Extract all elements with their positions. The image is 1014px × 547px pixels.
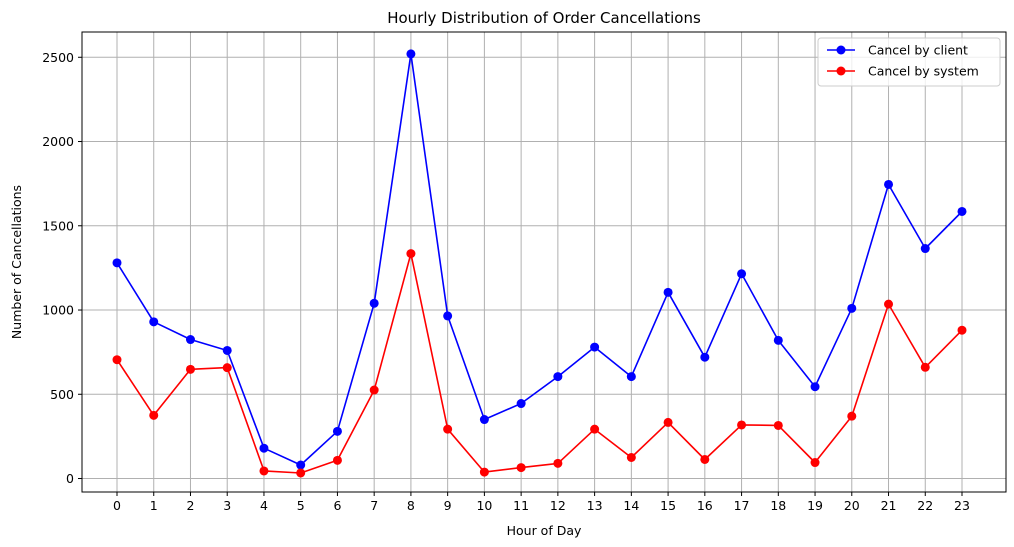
data-point: [185, 364, 195, 374]
y-axis-ticks: 0 500 1000 1500 2000 2500: [42, 50, 82, 486]
data-point: [663, 287, 673, 297]
data-point: [626, 372, 636, 382]
legend-item-1: Cancel by client: [827, 43, 968, 58]
series-1: [112, 49, 967, 470]
x-tick-label: 0: [113, 498, 121, 513]
x-tick-label: 20: [844, 498, 860, 513]
x-tick-label: 22: [917, 498, 933, 513]
data-point: [296, 468, 306, 478]
data-point: [553, 372, 563, 382]
legend-label: Cancel by system: [868, 64, 979, 79]
data-point: [332, 426, 342, 436]
data-point: [810, 458, 820, 468]
y-tick-label: 500: [50, 387, 74, 402]
data-point: [847, 411, 857, 421]
y-tick-label: 1000: [42, 303, 74, 318]
data-point: [406, 249, 416, 259]
data-point: [773, 335, 783, 345]
x-tick-label: 3: [223, 498, 231, 513]
data-point: [773, 420, 783, 430]
data-point: [406, 49, 416, 59]
x-tick-label: 7: [370, 498, 378, 513]
x-tick-label: 2: [187, 498, 195, 513]
legend-box: [817, 37, 1001, 87]
data-point: [737, 269, 747, 279]
plot-frame: [81, 31, 1007, 493]
x-tick-label: 17: [734, 498, 750, 513]
x-tick-label: 4: [260, 498, 268, 513]
data-point: [737, 420, 747, 430]
series-2: [112, 249, 967, 478]
data-point: [369, 298, 379, 308]
y-tick-label: 0: [66, 471, 74, 486]
data-point: [700, 454, 710, 464]
data-point: [479, 415, 489, 425]
chart-title: Hourly Distribution of Order Cancellatio…: [387, 9, 701, 27]
data-point: [112, 355, 122, 365]
data-point: [222, 363, 232, 373]
x-tick-label: 5: [297, 498, 305, 513]
data-point: [957, 206, 967, 216]
data-point: [884, 179, 894, 189]
x-tick-label: 11: [513, 498, 529, 513]
y-tick-label: 2000: [42, 134, 74, 149]
data-point: [553, 458, 563, 468]
data-point: [810, 382, 820, 392]
x-tick-label: 1: [150, 498, 158, 513]
data-point: [516, 463, 526, 473]
x-axis-ticks: 0 1 2 3 4 5 6 7 8 9 10 11 12 13 14 15 16 17 18 19 20 21 22 23: [113, 492, 970, 513]
data-point: [516, 399, 526, 409]
data-point: [112, 258, 122, 268]
data-point: [222, 345, 232, 355]
x-tick-label: 23: [954, 498, 970, 513]
x-tick-label: 18: [770, 498, 786, 513]
data-point: [479, 467, 489, 477]
data-point: [884, 299, 894, 309]
data-point: [847, 303, 857, 313]
x-tick-label: 12: [550, 498, 566, 513]
x-tick-label: 6: [333, 498, 341, 513]
data-point: [259, 466, 269, 476]
series-layer: [112, 49, 967, 478]
x-tick-label: 19: [807, 498, 823, 513]
x-tick-label: 14: [623, 498, 639, 513]
data-point: [700, 352, 710, 362]
data-point: [149, 317, 159, 327]
x-tick-label: 13: [587, 498, 603, 513]
data-point: [259, 443, 269, 453]
y-axis-label: Number of Cancellations: [9, 185, 24, 339]
data-point: [332, 455, 342, 465]
data-point: [185, 335, 195, 345]
data-point: [590, 424, 600, 434]
data-point: [369, 385, 379, 395]
data-point: [920, 362, 930, 372]
data-point: [920, 244, 930, 254]
x-tick-label: 16: [697, 498, 713, 513]
data-point: [626, 452, 636, 462]
x-tick-label: 9: [444, 498, 452, 513]
y-tick-label: 2500: [42, 50, 74, 65]
legend-marker: [836, 45, 846, 55]
legend-label: Cancel by client: [868, 43, 968, 58]
data-point: [663, 417, 673, 427]
data-point: [443, 311, 453, 321]
data-point: [443, 424, 453, 434]
data-point: [149, 410, 159, 420]
legend-marker: [836, 66, 846, 76]
data-point: [590, 342, 600, 352]
x-tick-label: 15: [660, 498, 676, 513]
legend-item-2: Cancel by system: [827, 64, 979, 79]
x-tick-label: 8: [407, 498, 415, 513]
x-tick-label: 21: [881, 498, 897, 513]
x-axis-label: Hour of Day: [507, 523, 582, 538]
x-tick-label: 10: [476, 498, 492, 513]
series-line: [116, 252, 963, 474]
y-tick-label: 1500: [42, 218, 74, 233]
data-point: [957, 325, 967, 335]
legend: Cancel by client Cancel by system: [817, 37, 1001, 87]
series-line: [116, 53, 963, 466]
data-point: [296, 460, 306, 470]
